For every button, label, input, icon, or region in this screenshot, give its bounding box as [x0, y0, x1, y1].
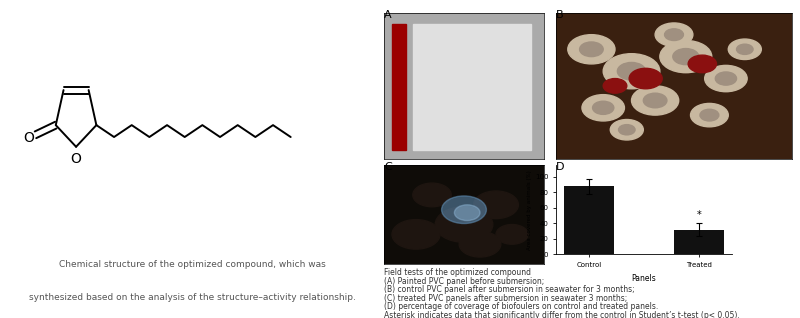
- Circle shape: [442, 196, 486, 224]
- Circle shape: [715, 72, 737, 85]
- Circle shape: [673, 49, 698, 65]
- Circle shape: [459, 232, 501, 257]
- Bar: [413, 24, 531, 150]
- Text: Chemical structure of the optimized compound, which was: Chemical structure of the optimized comp…: [58, 260, 326, 269]
- Text: B: B: [556, 10, 564, 19]
- Bar: [674, 230, 724, 254]
- Circle shape: [629, 68, 662, 89]
- Circle shape: [643, 93, 667, 108]
- Text: Field tests of the optimized compound: Field tests of the optimized compound: [384, 268, 531, 277]
- Circle shape: [737, 44, 753, 54]
- Circle shape: [655, 23, 693, 46]
- Circle shape: [474, 191, 518, 218]
- Circle shape: [413, 183, 451, 207]
- Circle shape: [690, 103, 728, 127]
- Text: D: D: [556, 162, 565, 172]
- Circle shape: [728, 39, 762, 59]
- Circle shape: [603, 54, 660, 89]
- Y-axis label: Area covered by animals (%): Area covered by animals (%): [527, 170, 532, 250]
- Text: (B) control PVC panel after submersion in seawater for 3 months;: (B) control PVC panel after submersion i…: [384, 285, 634, 294]
- Circle shape: [631, 86, 678, 115]
- Bar: [392, 24, 406, 150]
- Text: A: A: [384, 10, 392, 19]
- Text: (A) Painted PVC panel before submersion;: (A) Painted PVC panel before submersion;: [384, 277, 544, 286]
- Text: O: O: [24, 131, 34, 145]
- Circle shape: [454, 205, 480, 221]
- Circle shape: [593, 101, 614, 114]
- Text: synthesized based on the analysis of the structure–activity relationship.: synthesized based on the analysis of the…: [29, 293, 355, 302]
- Circle shape: [618, 62, 646, 80]
- Circle shape: [688, 55, 717, 73]
- Text: C: C: [384, 162, 392, 172]
- Circle shape: [603, 79, 627, 93]
- Circle shape: [568, 35, 615, 64]
- Circle shape: [660, 40, 712, 73]
- Circle shape: [392, 219, 440, 249]
- Circle shape: [579, 42, 603, 57]
- Circle shape: [665, 29, 683, 40]
- Circle shape: [618, 125, 635, 135]
- Circle shape: [496, 225, 528, 244]
- Circle shape: [610, 120, 643, 140]
- Circle shape: [705, 66, 747, 92]
- Text: (D) percentage of coverage of biofoulers on control and treated panels.: (D) percentage of coverage of biofoulers…: [384, 302, 658, 311]
- Circle shape: [700, 109, 719, 121]
- Bar: [564, 186, 614, 254]
- Text: *: *: [697, 210, 702, 220]
- Circle shape: [435, 207, 493, 242]
- Text: (C) treated PVC panels after submersion in seawater 3 months;: (C) treated PVC panels after submersion …: [384, 294, 627, 303]
- Text: O: O: [70, 152, 82, 166]
- X-axis label: Panels: Panels: [632, 273, 656, 283]
- Circle shape: [582, 95, 625, 121]
- Text: Asterisk indicates data that significantly differ from the control in Student’s : Asterisk indicates data that significant…: [384, 311, 740, 318]
